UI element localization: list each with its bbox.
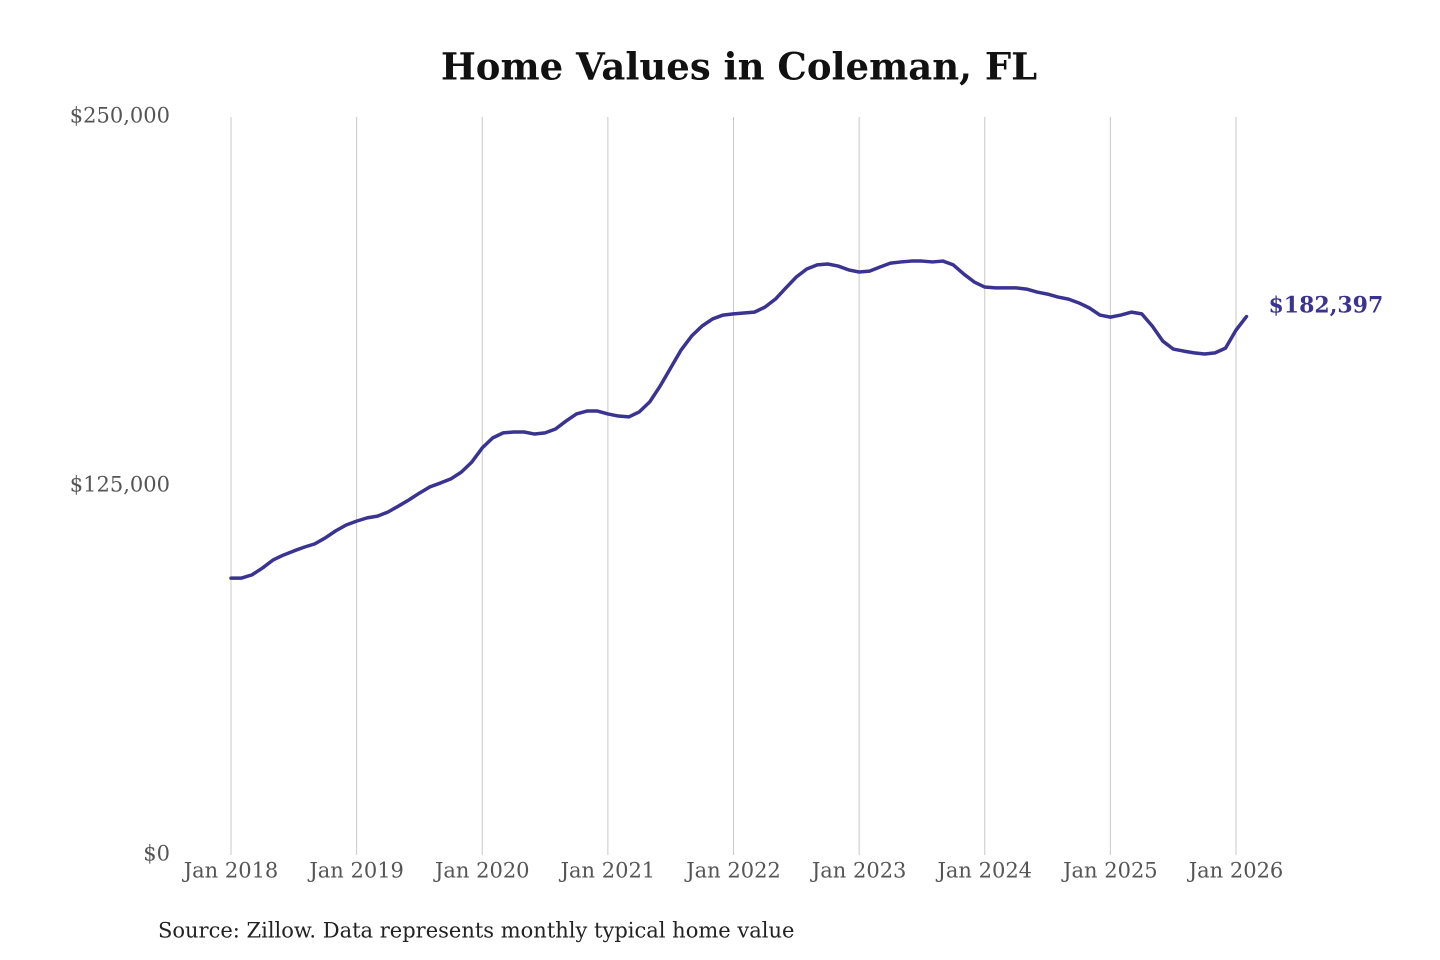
x-tick-label: Jan 2020	[433, 859, 530, 883]
x-tick-label: Jan 2024	[935, 859, 1032, 883]
y-tick-label: $125,000	[70, 473, 170, 497]
line-series	[229, 259, 1249, 580]
x-tick-label: Jan 2022	[684, 859, 781, 883]
x-tick-label: Jan 2018	[182, 859, 279, 883]
y-tick-label: $250,000	[70, 104, 170, 128]
x-tick-label: Jan 2025	[1061, 859, 1158, 883]
value-label: $182,397	[1268, 293, 1383, 319]
x-tick-label: Jan 2023	[810, 859, 907, 883]
x-tick-label: Jan 2019	[307, 859, 404, 883]
source-note: Source: Zillow. Data represents monthly …	[158, 919, 794, 943]
y-tick-label: $0	[143, 842, 170, 866]
chart-title: Home Values in Coleman, FL	[441, 45, 1037, 89]
x-tick-label: Jan 2026	[1187, 859, 1284, 883]
x-tick-label: Jan 2021	[559, 859, 656, 883]
